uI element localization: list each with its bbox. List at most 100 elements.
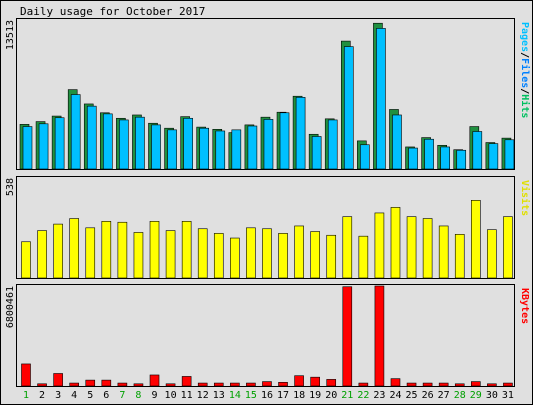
y-max-label-2: 538 bbox=[5, 178, 16, 196]
bar-files-day-13 bbox=[215, 130, 226, 170]
x-tick-label-day-5: 5 bbox=[87, 390, 93, 401]
bar-kbytes-day-7 bbox=[117, 382, 128, 387]
bar-visits-day-6 bbox=[101, 221, 112, 279]
bar-kbytes-day-26 bbox=[422, 382, 433, 387]
x-tick-label-day-20: 20 bbox=[325, 390, 337, 401]
bar-files-day-31 bbox=[504, 139, 515, 170]
bar-kbytes-day-10 bbox=[165, 383, 176, 387]
x-tick-label-day-14: 14 bbox=[229, 390, 241, 401]
x-tick-label-day-24: 24 bbox=[389, 390, 401, 401]
legend-2: Visits bbox=[519, 180, 531, 216]
bar-kbytes-day-6 bbox=[101, 379, 112, 387]
bar-files-day-18 bbox=[295, 97, 306, 170]
bar-files-day-26 bbox=[424, 138, 434, 170]
bar-visits-day-13 bbox=[213, 233, 224, 279]
bar-kbytes-day-29 bbox=[471, 381, 481, 387]
bar-kbytes-day-17 bbox=[278, 382, 288, 387]
bar-kbytes-day-27 bbox=[438, 382, 449, 387]
x-tick-label-day-30: 30 bbox=[486, 390, 498, 401]
y-max-label-1: 13513 bbox=[5, 20, 16, 50]
bar-files-day-19 bbox=[311, 136, 322, 170]
bar-kbytes-day-2 bbox=[37, 383, 47, 387]
bar-kbytes-day-18 bbox=[294, 375, 304, 387]
bar-visits-day-19 bbox=[310, 231, 320, 279]
x-tick-label-day-17: 17 bbox=[277, 390, 289, 401]
bar-visits-day-18 bbox=[294, 225, 304, 279]
legend-1: Pages/Files/Hits bbox=[519, 22, 531, 118]
bar-visits-day-16 bbox=[262, 228, 272, 279]
bar-kbytes-day-22 bbox=[358, 382, 369, 387]
bar-visits-day-25 bbox=[406, 216, 417, 279]
panel-frame-2 bbox=[16, 176, 515, 279]
bar-visits-day-22 bbox=[358, 235, 369, 279]
bar-kbytes-day-23 bbox=[374, 285, 385, 387]
bar-files-day-30 bbox=[488, 143, 499, 170]
legend-entry: Pages bbox=[519, 22, 530, 52]
bar-kbytes-day-19 bbox=[310, 376, 320, 387]
bar-files-day-22 bbox=[360, 144, 370, 170]
bar-files-day-7 bbox=[119, 119, 129, 170]
x-tick-label-day-3: 3 bbox=[55, 390, 61, 401]
bar-files-day-15 bbox=[247, 125, 258, 170]
y-max-label-3: 6800461 bbox=[5, 286, 16, 328]
x-tick-label-day-4: 4 bbox=[71, 390, 77, 401]
bar-kbytes-day-20 bbox=[326, 379, 337, 387]
bar-files-day-27 bbox=[440, 146, 450, 170]
bar-kbytes-day-12 bbox=[197, 382, 208, 387]
bar-visits-day-27 bbox=[438, 225, 449, 279]
x-tick-label-day-16: 16 bbox=[261, 390, 273, 401]
bar-visits-day-28 bbox=[454, 234, 465, 279]
bar-visits-day-8 bbox=[133, 232, 144, 279]
bar-visits-day-23 bbox=[374, 212, 385, 279]
x-tick-label-day-15: 15 bbox=[245, 390, 257, 401]
legend-entry: Files bbox=[519, 58, 531, 88]
bar-files-day-17 bbox=[279, 112, 290, 170]
bar-visits-day-10 bbox=[165, 230, 176, 279]
x-tick-label-day-11: 11 bbox=[181, 390, 193, 401]
bar-kbytes-day-5 bbox=[85, 379, 96, 387]
bar-files-day-3 bbox=[54, 117, 65, 170]
bar-files-day-24 bbox=[392, 114, 402, 170]
x-tick-label-day-21: 21 bbox=[341, 390, 353, 401]
bar-files-day-21 bbox=[343, 46, 354, 170]
bar-files-day-16 bbox=[263, 119, 274, 170]
bar-kbytes-day-11 bbox=[181, 376, 192, 387]
x-tick-label-day-18: 18 bbox=[293, 390, 305, 401]
legend-entry: Visits bbox=[519, 180, 531, 216]
bar-visits-day-7 bbox=[117, 221, 128, 279]
bar-visits-day-24 bbox=[390, 207, 401, 279]
x-tick-label-day-22: 22 bbox=[357, 390, 369, 401]
bar-files-day-10 bbox=[167, 129, 177, 170]
bar-files-day-12 bbox=[199, 127, 210, 170]
bar-kbytes-day-21 bbox=[342, 286, 353, 387]
bar-files-day-4 bbox=[70, 94, 81, 170]
chart-title: Daily usage for October 2017 bbox=[20, 5, 205, 18]
bar-visits-day-21 bbox=[342, 216, 353, 279]
bar-files-day-9 bbox=[151, 124, 161, 170]
bar-kbytes-day-31 bbox=[503, 382, 513, 387]
x-tick-label-day-6: 6 bbox=[103, 390, 109, 401]
bar-visits-day-14 bbox=[230, 237, 240, 279]
legend-3: KBytes bbox=[519, 288, 530, 324]
legend-entry: / bbox=[519, 88, 530, 94]
bar-kbytes-day-9 bbox=[149, 374, 160, 387]
bar-kbytes-day-25 bbox=[406, 382, 417, 387]
bar-files-day-8 bbox=[135, 116, 145, 170]
bar-files-day-5 bbox=[86, 105, 97, 170]
bar-kbytes-day-1 bbox=[21, 363, 31, 387]
bar-visits-day-2 bbox=[37, 230, 47, 279]
x-tick-label-day-23: 23 bbox=[373, 390, 385, 401]
bar-kbytes-day-24 bbox=[390, 378, 401, 387]
x-tick-label-day-7: 7 bbox=[119, 390, 125, 401]
bar-visits-day-20 bbox=[326, 234, 337, 279]
bar-kbytes-day-15 bbox=[246, 382, 256, 387]
bar-files-day-11 bbox=[183, 117, 193, 170]
x-tick-label-day-29: 29 bbox=[470, 390, 482, 401]
x-tick-label-day-8: 8 bbox=[135, 390, 141, 401]
bar-kbytes-day-14 bbox=[230, 382, 240, 387]
bar-kbytes-day-16 bbox=[262, 381, 272, 387]
bar-visits-day-26 bbox=[422, 218, 433, 279]
bar-visits-day-3 bbox=[53, 223, 63, 279]
